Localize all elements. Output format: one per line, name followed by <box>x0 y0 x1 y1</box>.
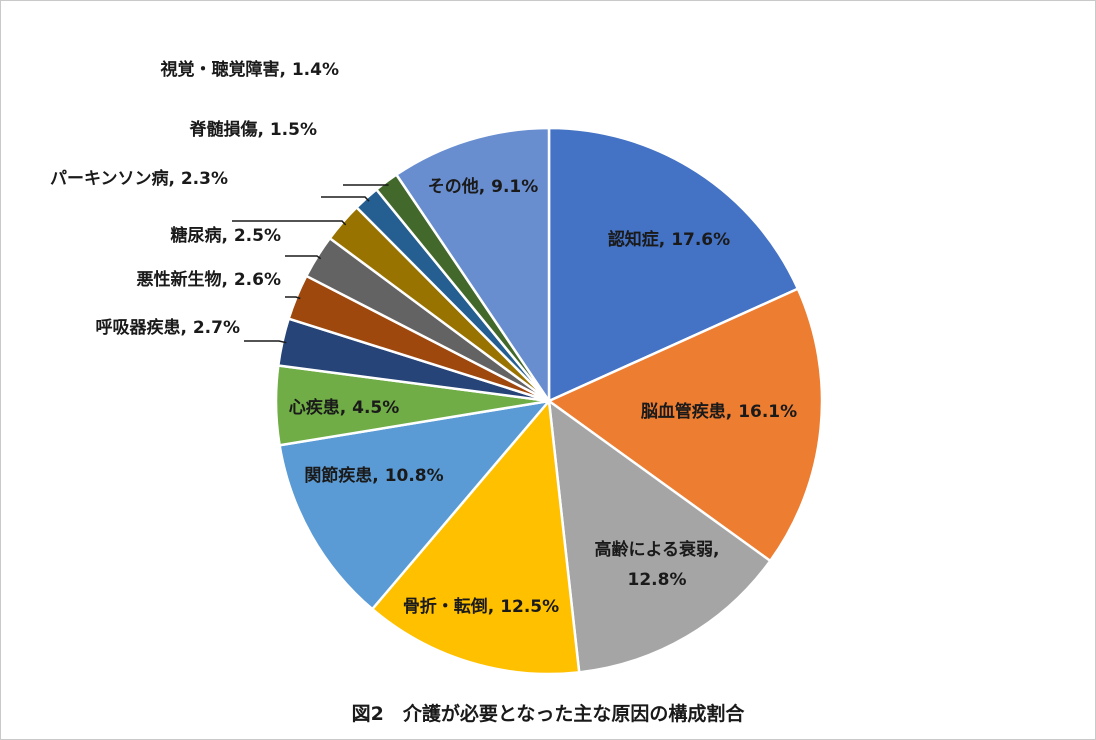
data-label-13: その他, 9.1% <box>428 176 539 197</box>
leader-line-11 <box>321 196 370 202</box>
pie-slice-5 <box>278 399 551 611</box>
data-label-6: 心疾患, 4.5% <box>289 397 400 418</box>
data-label-12: 視覚・聴覚障害, 1.4% <box>159 59 339 80</box>
data-labels: 認知症, 17.6% 脳血管疾患, 16.1% 高齢による衰弱, 12.8% 骨折・転倒… <box>50 59 797 617</box>
data-label-10: パーキンソン病, 2.3% <box>50 168 228 189</box>
leader-lines <box>232 184 389 344</box>
leader-line-8 <box>285 296 301 300</box>
pie-slice-1 <box>547 126 800 403</box>
data-label-9: 糖尿病, 2.5% <box>170 225 281 246</box>
pie-slices <box>274 126 824 676</box>
pie-slice-2 <box>547 287 824 563</box>
data-label-2: 脳血管疾患, 16.1% <box>641 401 797 422</box>
data-label-5: 関節疾患, 10.8% <box>304 465 443 486</box>
data-label-3: 高齢による衰弱, 12.8% <box>595 539 720 590</box>
pie-slice-3 <box>547 399 772 674</box>
leader-line-7 <box>244 340 287 344</box>
pie-slice-4 <box>371 399 581 676</box>
data-label-11: 脊髄損傷, 1.5% <box>188 119 317 140</box>
leader-line-9 <box>285 255 322 260</box>
chart-title: 図2 介護が必要となった主な原因の構成割合 <box>352 702 746 725</box>
leader-line-10 <box>232 220 347 226</box>
data-label-7: 呼吸器疾患, 2.7% <box>95 317 240 338</box>
data-label-4: 骨折・転倒, 12.5% <box>403 596 559 617</box>
data-label-8: 悪性新生物, 2.6% <box>136 269 281 290</box>
pie-slice-13 <box>395 126 551 403</box>
data-label-1: 認知症, 17.6% <box>608 229 730 250</box>
